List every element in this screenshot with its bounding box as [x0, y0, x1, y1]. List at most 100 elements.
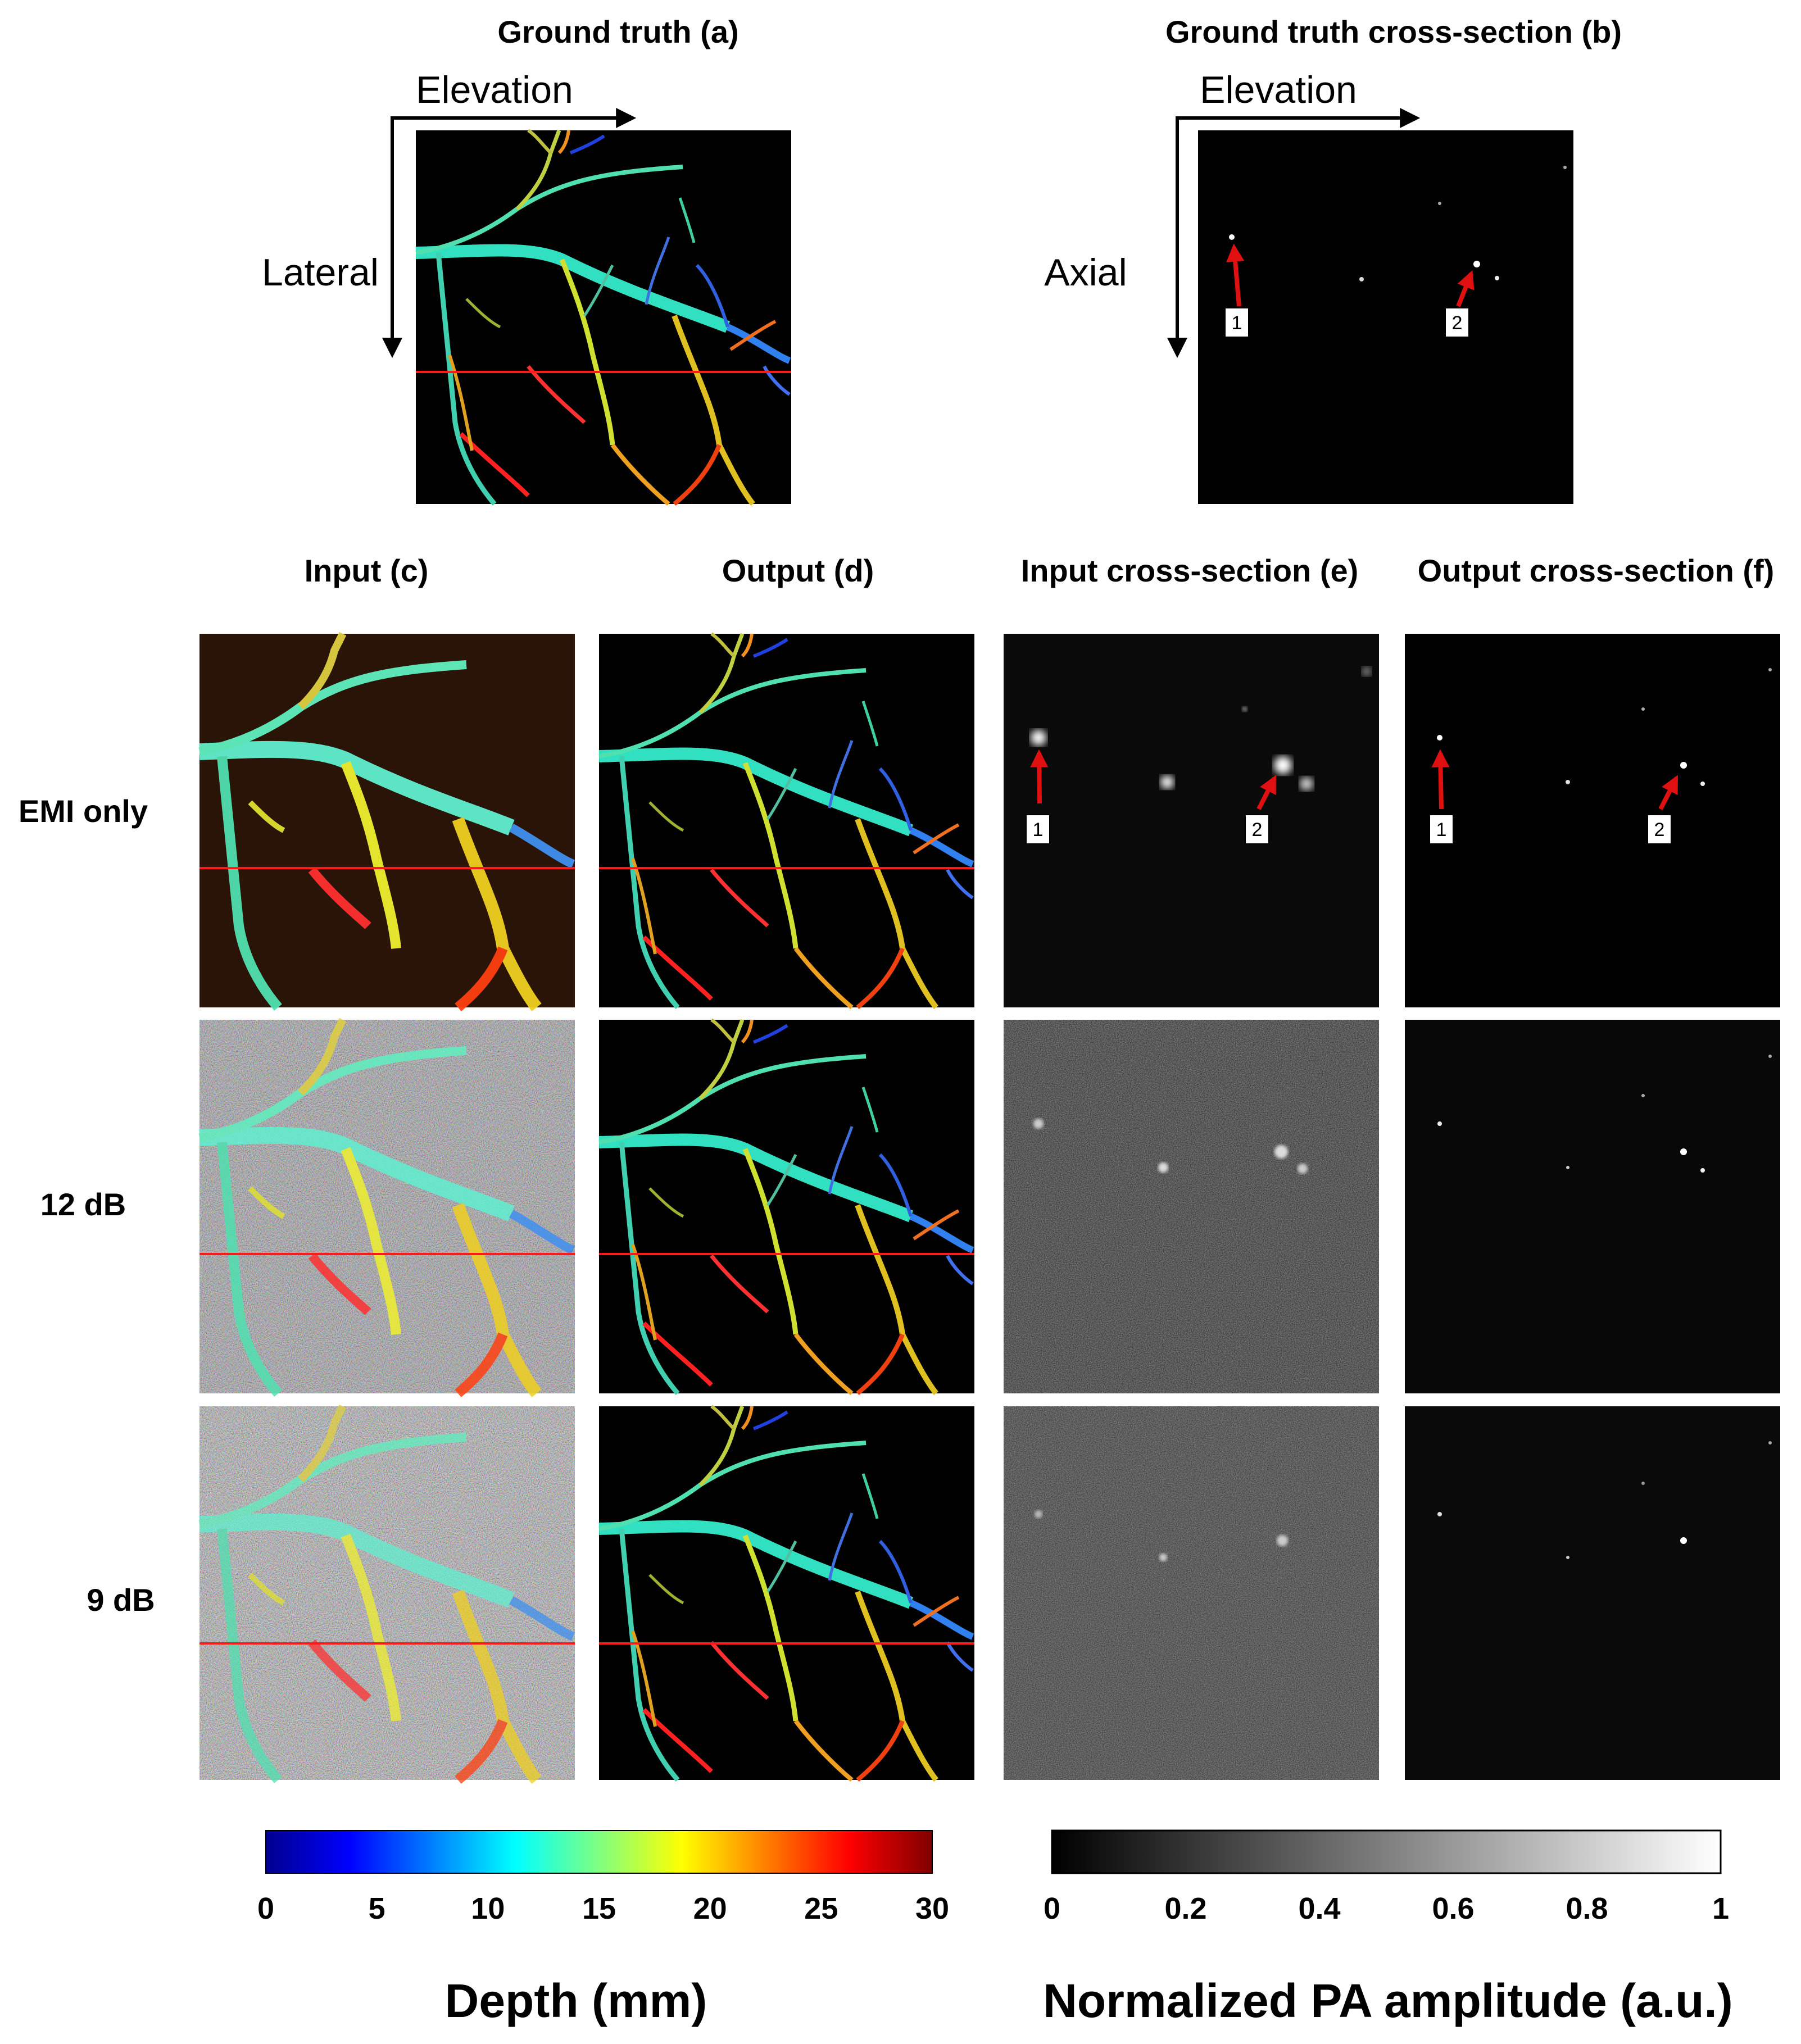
colorbar-depth-title: Depth (mm) [445, 1974, 707, 2027]
panel-input-12db [199, 1020, 575, 1393]
row-label-emi-only: EMI only [19, 793, 148, 829]
point [1641, 707, 1645, 711]
point [1641, 1094, 1645, 1097]
marker-label-1-f: 1 [1436, 819, 1447, 841]
blob [1159, 1554, 1167, 1561]
blob [1158, 1162, 1168, 1173]
point [1437, 1121, 1442, 1126]
title-input: Input (c) [305, 553, 429, 588]
panel-ground-truth-cross-section: 1 2 [1198, 130, 1573, 504]
axis-label-elevation-b: Elevation [1200, 69, 1357, 111]
panel-output-cross-section-12db [1405, 1020, 1780, 1393]
tick-label: 0.2 [1164, 1892, 1206, 1925]
arrow-marker-2-f [1658, 775, 1678, 810]
tick-label: 15 [582, 1892, 616, 1925]
colorbar-depth-ticks: 0 5 10 15 20 25 30 [257, 1892, 949, 1925]
axis-label-lateral: Lateral [262, 251, 379, 294]
point [1437, 1512, 1442, 1516]
marker-box-1-b [1224, 307, 1249, 338]
arrow-marker-2-e [1256, 775, 1277, 810]
arrow-marker-1-e [1030, 749, 1049, 804]
panel-input-emi-only [199, 634, 575, 1007]
tick-label: 0 [257, 1892, 274, 1925]
tick-label: 0.4 [1298, 1892, 1340, 1925]
tick-label: 20 [693, 1892, 727, 1925]
point [1438, 202, 1441, 205]
tick-label: 0.8 [1566, 1892, 1608, 1925]
tick-label: 0.6 [1432, 1892, 1474, 1925]
point [1566, 1166, 1569, 1169]
blob [1242, 706, 1247, 712]
point [1680, 1537, 1687, 1544]
marker-label-1-b: 1 [1232, 312, 1242, 334]
row-label-12db: 12 dB [40, 1187, 126, 1222]
point [1768, 668, 1772, 671]
blob [1277, 1535, 1288, 1546]
blob [1274, 756, 1292, 774]
point [1437, 735, 1442, 741]
point [1566, 1556, 1569, 1559]
panel-input-cross-section-9db [1004, 1406, 1379, 1780]
panel-output-12db [599, 1020, 974, 1393]
panel-input-9db [199, 1406, 575, 1780]
point [1768, 1055, 1772, 1058]
marker-label-1-e: 1 [1033, 819, 1044, 841]
marker-box-1-f [1429, 814, 1454, 844]
panel-ground-truth [416, 130, 791, 504]
colorbar-depth: 0 5 10 15 20 25 30 Depth (mm) [257, 1830, 949, 2027]
tick-label: 1 [1712, 1892, 1729, 1925]
blob [1031, 730, 1046, 746]
marker-box-1-e [1026, 814, 1050, 844]
tick-label: 5 [369, 1892, 385, 1925]
panel-input-cross-section-emi-only: 1 2 [1004, 634, 1379, 1007]
marker-box-2-b [1445, 307, 1469, 338]
title-output: Output (d) [722, 553, 874, 588]
marker-label-2-e: 2 [1252, 819, 1263, 841]
title-ground-truth: Ground truth (a) [497, 14, 738, 49]
tick-label: 25 [804, 1892, 838, 1925]
point [1563, 166, 1567, 169]
point [1495, 276, 1499, 280]
panel-output-cross-section-9db [1405, 1406, 1780, 1780]
arrow-marker-1-b [1226, 243, 1245, 307]
axis-label-elevation-a: Elevation [416, 69, 573, 111]
tick-label: 0 [1044, 1892, 1060, 1925]
point [1359, 277, 1364, 281]
arrow-marker-2-b [1456, 270, 1475, 307]
blob [1274, 1145, 1288, 1159]
row-label-9db: 9 dB [87, 1582, 155, 1618]
panel-output-emi-only [599, 634, 974, 1007]
title-input-cross-section: Input cross-section (e) [1021, 553, 1359, 588]
point [1768, 1441, 1772, 1445]
panel-output-9db [599, 1406, 974, 1780]
marker-box-2-e [1245, 814, 1269, 844]
colorbar-amplitude-title: Normalized PA amplitude (a.u.) [1043, 1974, 1732, 2027]
blob [1160, 775, 1174, 789]
tick-label: 10 [471, 1892, 505, 1925]
point [1700, 1168, 1705, 1173]
point-1 [1229, 234, 1235, 240]
axis-label-axial: Axial [1044, 251, 1127, 294]
title-ground-truth-cross-section: Ground truth cross-section (b) [1165, 14, 1622, 49]
marker-label-2-f: 2 [1654, 819, 1665, 841]
point [1641, 1482, 1645, 1485]
panel-input-cross-section-12db [1004, 1020, 1379, 1393]
tick-label: 30 [915, 1892, 949, 1925]
marker-box-2-f [1647, 814, 1672, 844]
title-output-cross-section: Output cross-section (f) [1418, 553, 1775, 588]
arrow-marker-1-f [1431, 749, 1450, 810]
point [1680, 762, 1687, 769]
point-2 [1473, 261, 1480, 267]
panel-output-cross-section-emi-only: 1 2 [1405, 634, 1780, 1007]
marker-label-2-b: 2 [1452, 312, 1463, 334]
blob [1362, 667, 1371, 676]
point [1566, 780, 1570, 784]
colorbar-amplitude-ticks: 0 0.2 0.4 0.6 0.8 1 [1044, 1892, 1729, 1925]
point [1700, 782, 1705, 786]
colorbar-amplitude: 0 0.2 0.4 0.6 0.8 1 Normalized PA amplitude (… [1043, 1829, 1733, 2027]
blob [1033, 1119, 1044, 1129]
blob [1298, 1164, 1308, 1174]
point [1680, 1148, 1687, 1155]
blob [1300, 777, 1313, 791]
